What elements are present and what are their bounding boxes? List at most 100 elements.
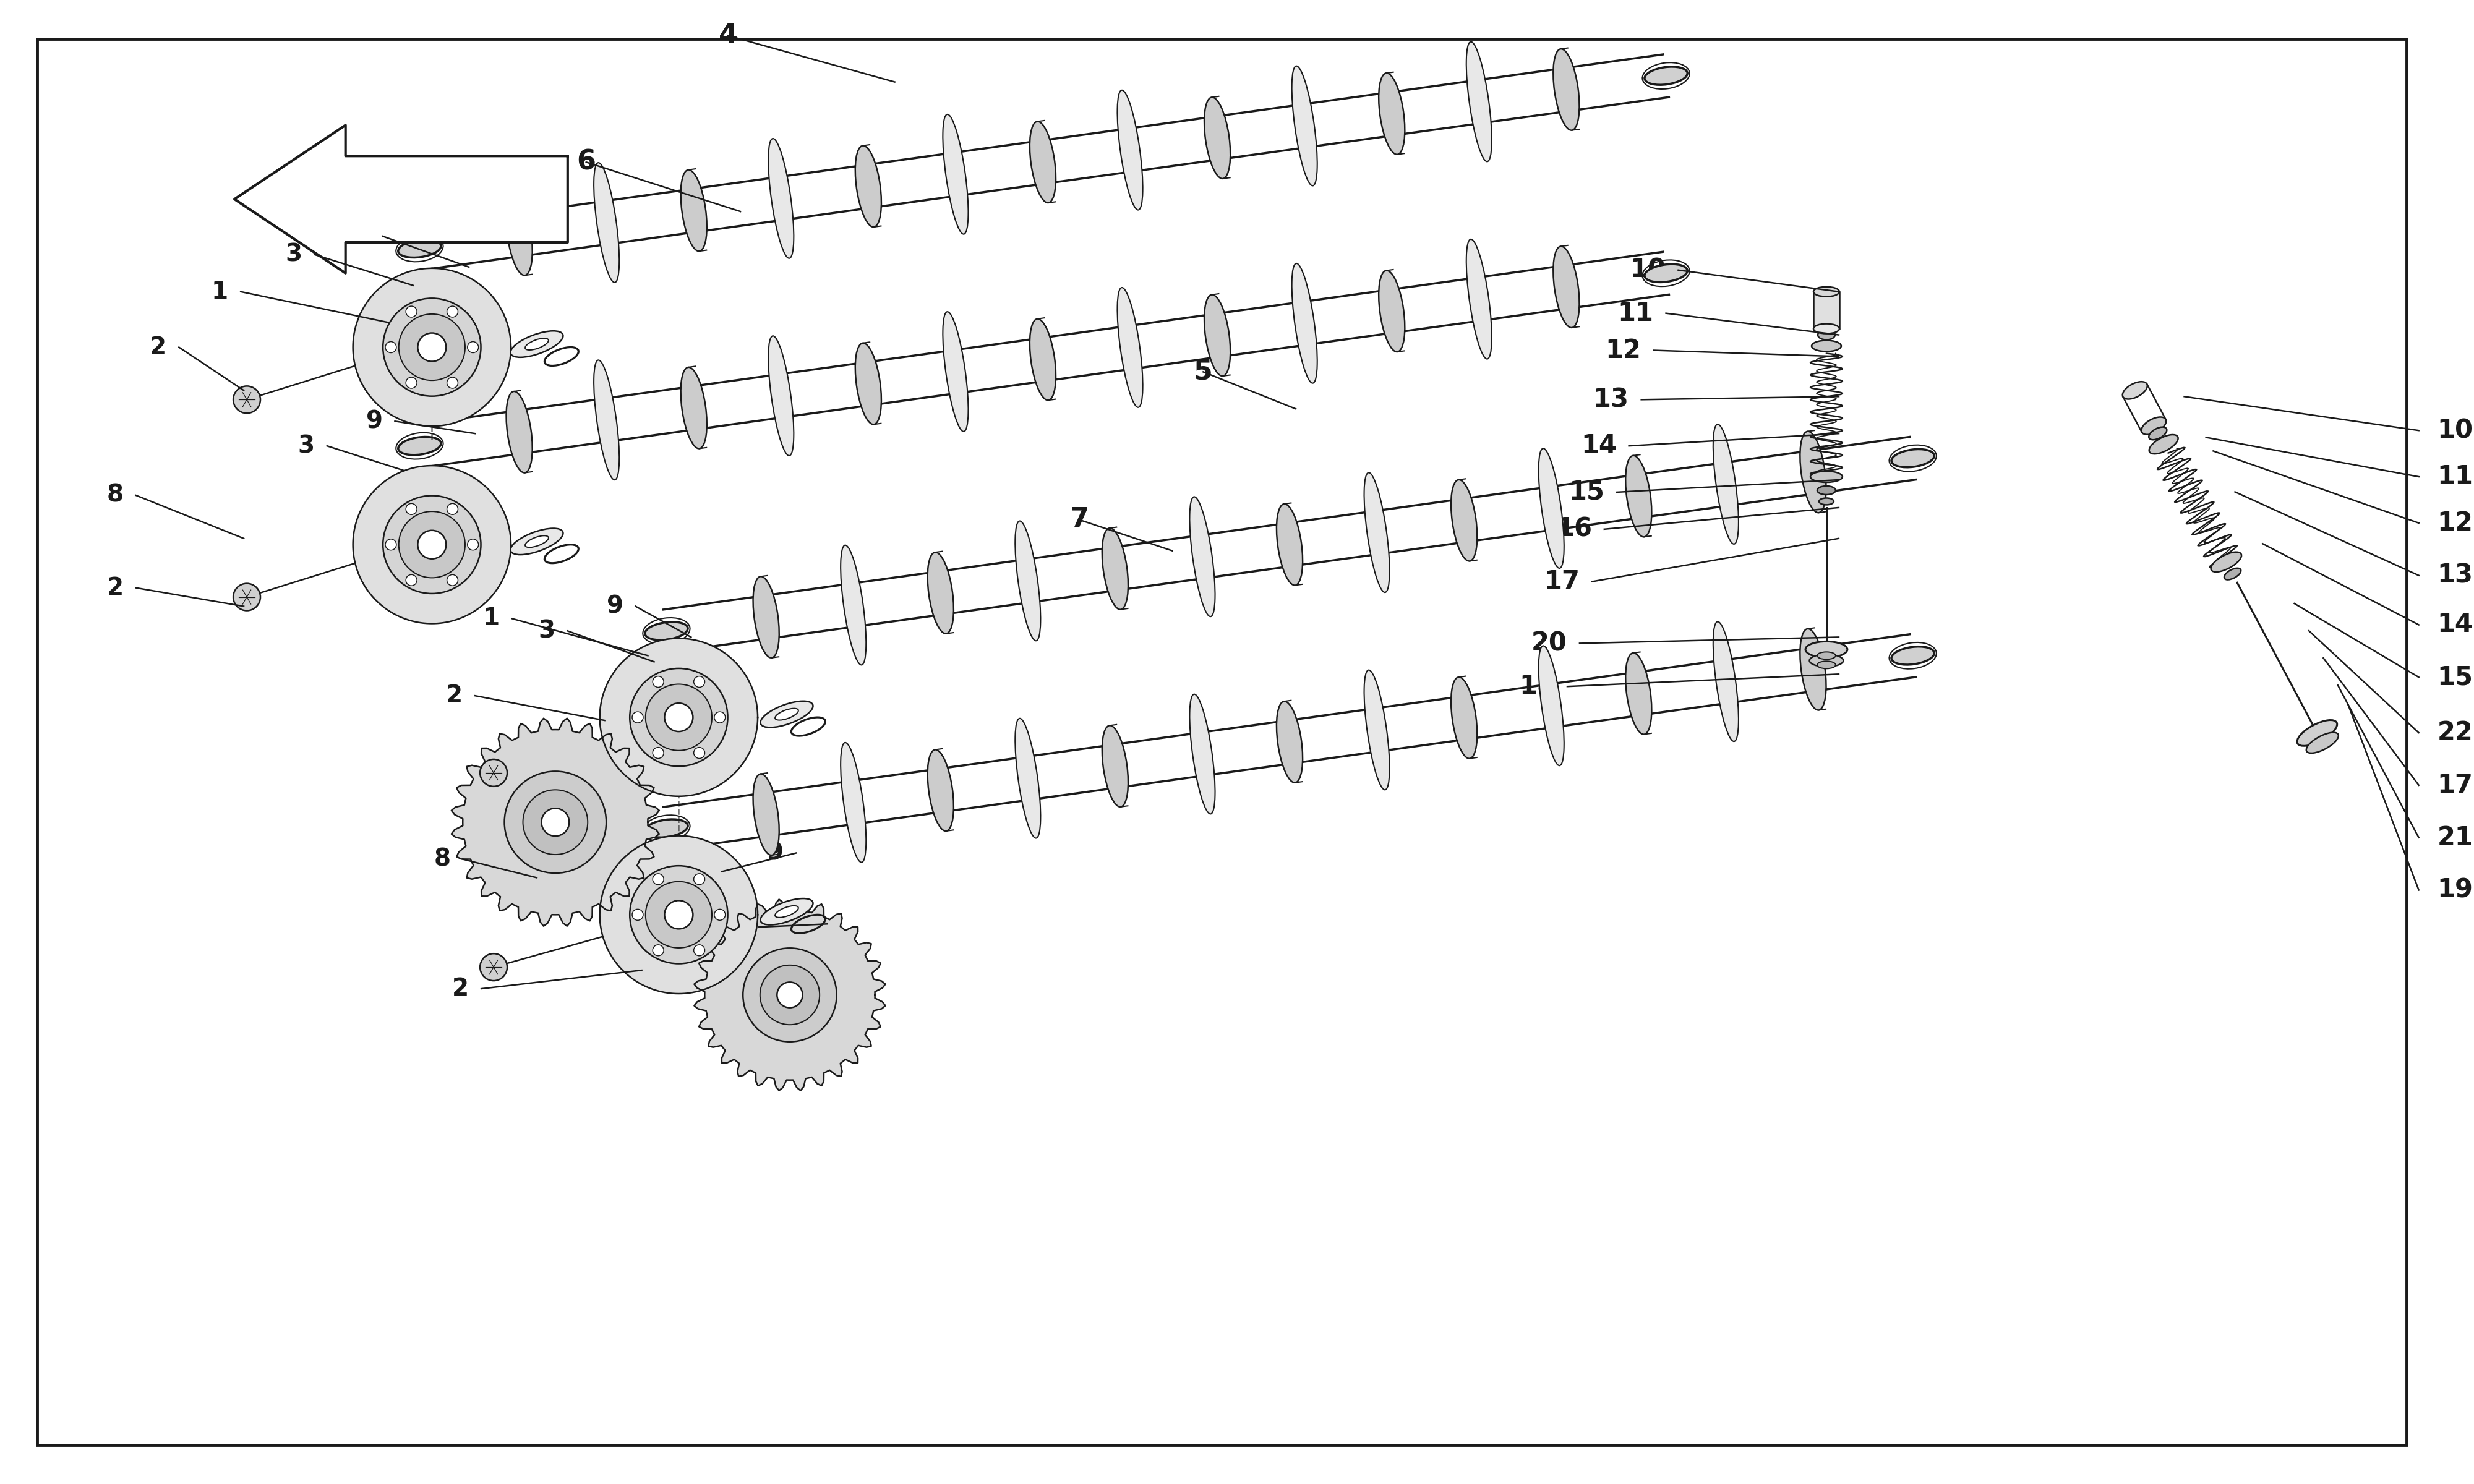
Ellipse shape bbox=[680, 367, 708, 448]
Ellipse shape bbox=[510, 528, 564, 555]
Text: 14: 14 bbox=[2437, 611, 2474, 638]
Ellipse shape bbox=[856, 343, 881, 424]
Text: 22: 22 bbox=[2437, 720, 2474, 746]
Ellipse shape bbox=[943, 312, 967, 432]
Ellipse shape bbox=[1801, 629, 1826, 711]
Ellipse shape bbox=[1118, 288, 1143, 407]
Ellipse shape bbox=[646, 819, 688, 837]
Polygon shape bbox=[235, 125, 567, 273]
Circle shape bbox=[386, 539, 396, 551]
Ellipse shape bbox=[594, 163, 618, 282]
Text: 5: 5 bbox=[1192, 359, 1212, 386]
Ellipse shape bbox=[1890, 647, 1935, 665]
Ellipse shape bbox=[680, 169, 708, 251]
Ellipse shape bbox=[398, 239, 440, 258]
Text: 3: 3 bbox=[539, 619, 554, 643]
Ellipse shape bbox=[1291, 263, 1316, 383]
Ellipse shape bbox=[774, 708, 799, 720]
Circle shape bbox=[646, 684, 713, 751]
Ellipse shape bbox=[2150, 427, 2167, 439]
Polygon shape bbox=[663, 436, 1915, 653]
Ellipse shape bbox=[2296, 720, 2338, 746]
Circle shape bbox=[631, 668, 727, 766]
Text: 1: 1 bbox=[482, 607, 500, 631]
Circle shape bbox=[233, 583, 260, 610]
Circle shape bbox=[505, 772, 606, 873]
Ellipse shape bbox=[1712, 424, 1739, 545]
Polygon shape bbox=[695, 899, 886, 1091]
Ellipse shape bbox=[1813, 286, 1838, 297]
Ellipse shape bbox=[646, 622, 688, 640]
Ellipse shape bbox=[928, 749, 952, 831]
Polygon shape bbox=[1813, 292, 1838, 328]
Circle shape bbox=[468, 341, 477, 353]
Circle shape bbox=[542, 809, 569, 835]
Text: 3: 3 bbox=[797, 913, 814, 936]
Text: 8: 8 bbox=[106, 484, 124, 508]
Circle shape bbox=[633, 910, 643, 920]
Text: 11: 11 bbox=[1618, 300, 1653, 326]
Text: 9: 9 bbox=[366, 410, 383, 433]
Ellipse shape bbox=[1811, 340, 1841, 352]
Circle shape bbox=[715, 910, 725, 920]
Text: 2: 2 bbox=[445, 684, 463, 708]
Polygon shape bbox=[450, 718, 658, 926]
Ellipse shape bbox=[2142, 417, 2167, 435]
Ellipse shape bbox=[1190, 695, 1215, 815]
Ellipse shape bbox=[1625, 653, 1653, 735]
Text: 9: 9 bbox=[767, 841, 784, 865]
Ellipse shape bbox=[1811, 472, 1843, 482]
Circle shape bbox=[398, 315, 465, 380]
Text: 9: 9 bbox=[606, 595, 623, 617]
Ellipse shape bbox=[1467, 239, 1492, 359]
Circle shape bbox=[406, 306, 418, 318]
Ellipse shape bbox=[510, 331, 564, 358]
Ellipse shape bbox=[507, 194, 532, 276]
Circle shape bbox=[480, 954, 507, 981]
Ellipse shape bbox=[2306, 733, 2338, 752]
Ellipse shape bbox=[1818, 485, 1836, 494]
Circle shape bbox=[418, 530, 445, 559]
Ellipse shape bbox=[1190, 497, 1215, 616]
Text: 9: 9 bbox=[354, 224, 371, 248]
Ellipse shape bbox=[841, 742, 866, 862]
Polygon shape bbox=[354, 466, 512, 623]
Circle shape bbox=[653, 874, 663, 884]
Ellipse shape bbox=[1539, 448, 1564, 568]
Circle shape bbox=[233, 386, 260, 413]
Ellipse shape bbox=[1467, 42, 1492, 162]
Ellipse shape bbox=[1801, 432, 1826, 513]
Text: 13: 13 bbox=[1593, 387, 1628, 413]
Ellipse shape bbox=[1363, 472, 1390, 592]
Ellipse shape bbox=[1806, 641, 1848, 657]
Ellipse shape bbox=[1645, 264, 1687, 282]
Circle shape bbox=[386, 341, 396, 353]
Text: 19: 19 bbox=[2437, 877, 2474, 904]
Circle shape bbox=[760, 965, 819, 1025]
Ellipse shape bbox=[1277, 702, 1304, 782]
Circle shape bbox=[653, 945, 663, 956]
Circle shape bbox=[693, 748, 705, 758]
Text: 2: 2 bbox=[151, 335, 166, 359]
Ellipse shape bbox=[1625, 456, 1653, 537]
Text: 10: 10 bbox=[1630, 257, 1665, 283]
Text: 3: 3 bbox=[285, 243, 302, 267]
Polygon shape bbox=[599, 835, 757, 994]
Text: 20: 20 bbox=[1531, 631, 1566, 656]
Text: 2: 2 bbox=[453, 976, 470, 1000]
Ellipse shape bbox=[769, 335, 794, 456]
Circle shape bbox=[693, 874, 705, 884]
Ellipse shape bbox=[2150, 435, 2177, 454]
Circle shape bbox=[448, 503, 458, 515]
Text: 16: 16 bbox=[1556, 516, 1591, 542]
Ellipse shape bbox=[1363, 669, 1390, 789]
Ellipse shape bbox=[524, 536, 549, 548]
Ellipse shape bbox=[1712, 622, 1739, 742]
Text: 12: 12 bbox=[2437, 510, 2474, 536]
Polygon shape bbox=[416, 55, 1670, 270]
Text: 6: 6 bbox=[576, 148, 596, 175]
Ellipse shape bbox=[2224, 568, 2241, 580]
Circle shape bbox=[406, 503, 418, 515]
Text: 15: 15 bbox=[2437, 665, 2474, 690]
Ellipse shape bbox=[1818, 651, 1836, 659]
